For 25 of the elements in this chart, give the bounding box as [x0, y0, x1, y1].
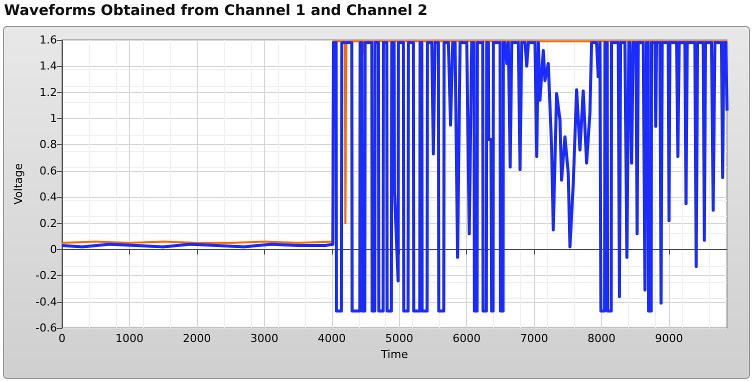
y-tick-label: 1.2	[40, 86, 57, 99]
y-axis-title: Voltage	[12, 163, 25, 205]
y-tick-label: -0.2	[36, 269, 57, 282]
y-tick-label: 0.4	[40, 190, 57, 204]
x-tick-label: 2000	[182, 332, 211, 345]
x-tick-label: 8000	[588, 332, 616, 345]
y-tick-label: 1.4	[40, 60, 57, 73]
x-tick-label: 9000	[655, 332, 683, 345]
y-tick-label: -0.4	[36, 295, 57, 308]
y-tick-label: 0.8	[40, 138, 57, 152]
chart-title: Waveforms Obtained from Channel 1 and Channel 2	[4, 3, 428, 19]
x-tick-label: 6000	[452, 332, 481, 345]
x-tick-label: 3000	[250, 332, 278, 345]
x-tick-label: 1000	[115, 332, 144, 345]
x-axis-title: Time	[380, 348, 408, 361]
x-tick-label: 7000	[520, 332, 548, 345]
y-tick-label: -0.6	[36, 322, 57, 334]
x-tick-label: 0	[58, 332, 66, 345]
y-tick-label: 0	[50, 242, 57, 256]
y-tick-label: 0.6	[40, 164, 57, 178]
x-tick-label: 5000	[385, 332, 414, 345]
x-tick-label: 4000	[318, 332, 346, 345]
y-tick-label: 1	[50, 112, 57, 126]
y-tick-label: 1.6	[40, 34, 57, 46]
y-tick-label: 0.2	[40, 216, 57, 230]
